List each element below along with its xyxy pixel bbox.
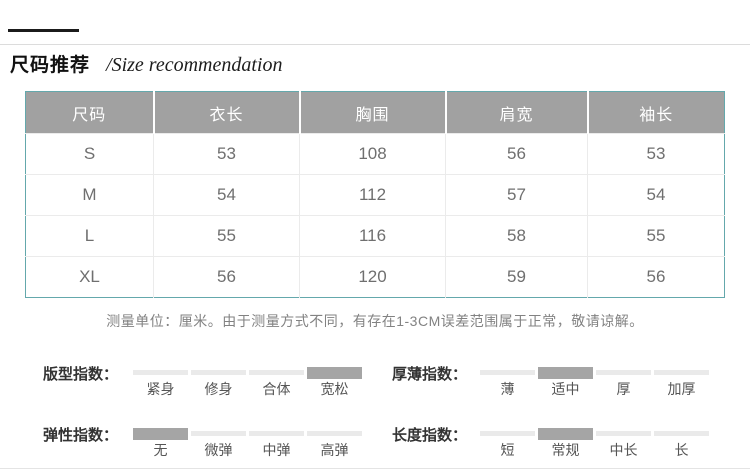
section-accent-rule bbox=[8, 29, 79, 32]
table-cell: 57 bbox=[445, 174, 588, 216]
section-divider-line bbox=[0, 44, 750, 45]
col-header-bust: 胸围 bbox=[299, 91, 447, 134]
table-cell: 56 bbox=[153, 256, 300, 298]
size-table-header-row: 尺码 衣长 胸围 肩宽 袖长 bbox=[25, 91, 725, 134]
index-bar bbox=[191, 370, 246, 375]
table-row: L 55 116 58 55 bbox=[25, 215, 725, 257]
length-index-label: 长度指数： bbox=[392, 427, 468, 444]
index-option-label: 微弹 bbox=[204, 442, 233, 458]
col-header-size: 尺码 bbox=[25, 91, 155, 134]
index-option-label: 长 bbox=[674, 442, 689, 458]
table-cell: S bbox=[25, 133, 154, 175]
table-cell: 56 bbox=[587, 256, 725, 298]
index-option: 薄 bbox=[480, 362, 535, 397]
bottom-divider-line bbox=[0, 468, 750, 469]
index-option: 宽松 bbox=[307, 362, 362, 397]
section-title-en: /Size recommendation bbox=[106, 54, 283, 76]
index-bar bbox=[538, 366, 593, 379]
index-bar bbox=[249, 370, 304, 375]
index-bar bbox=[538, 427, 593, 440]
index-option-label: 中弹 bbox=[262, 442, 291, 458]
index-option: 厚 bbox=[596, 362, 651, 397]
index-option: 长 bbox=[654, 423, 709, 458]
index-option-label: 加厚 bbox=[667, 381, 696, 397]
index-option-label: 无 bbox=[153, 442, 168, 458]
index-option-label: 修身 bbox=[204, 381, 233, 397]
index-bar bbox=[307, 366, 362, 379]
table-row: S 53 108 56 53 bbox=[25, 133, 725, 175]
table-cell: 55 bbox=[153, 215, 300, 257]
table-cell: M bbox=[25, 174, 154, 216]
index-option: 紧身 bbox=[133, 362, 188, 397]
col-header-sleeve: 袖长 bbox=[587, 91, 725, 134]
index-option: 适中 bbox=[538, 362, 593, 397]
elasticity-index-label: 弹性指数： bbox=[43, 427, 119, 444]
col-header-shoulder: 肩宽 bbox=[445, 91, 589, 134]
table-cell: 108 bbox=[299, 133, 446, 175]
index-option: 修身 bbox=[191, 362, 246, 397]
table-cell: 59 bbox=[445, 256, 588, 298]
table-cell: 58 bbox=[445, 215, 588, 257]
table-cell: 54 bbox=[587, 174, 725, 216]
index-bar bbox=[133, 370, 188, 375]
table-cell: L bbox=[25, 215, 154, 257]
index-option-label: 宽松 bbox=[320, 381, 349, 397]
index-bar bbox=[249, 431, 304, 436]
index-bar bbox=[191, 431, 246, 436]
index-option: 中弹 bbox=[249, 423, 304, 458]
fit-index: 版型指数： 紧身 修身 合体 宽松 bbox=[43, 362, 362, 397]
index-option: 短 bbox=[480, 423, 535, 458]
index-option-label: 合体 bbox=[262, 381, 291, 397]
index-option-label: 高弹 bbox=[320, 442, 349, 458]
table-cell: 56 bbox=[445, 133, 588, 175]
index-option: 高弹 bbox=[307, 423, 362, 458]
index-option-label: 中长 bbox=[609, 442, 638, 458]
table-row: XL 56 120 59 56 bbox=[25, 256, 725, 298]
index-option-label: 常规 bbox=[551, 442, 580, 458]
section-title-cn: 尺码推荐 bbox=[10, 55, 91, 76]
table-row: M 54 112 57 54 bbox=[25, 174, 725, 216]
thickness-index: 厚薄指数： 薄 适中 厚 加厚 bbox=[392, 362, 709, 397]
section-title: 尺码推荐 /Size recommendation bbox=[10, 50, 282, 77]
index-option: 无 bbox=[133, 423, 188, 458]
index-option-label: 薄 bbox=[500, 381, 515, 397]
index-bar bbox=[307, 431, 362, 436]
index-option: 微弹 bbox=[191, 423, 246, 458]
table-cell: 55 bbox=[587, 215, 725, 257]
table-cell: 116 bbox=[299, 215, 446, 257]
index-bar bbox=[596, 431, 651, 436]
index-option-label: 短 bbox=[500, 442, 515, 458]
index-option-label: 适中 bbox=[551, 381, 580, 397]
table-cell: 53 bbox=[587, 133, 725, 175]
thickness-index-label: 厚薄指数： bbox=[392, 366, 468, 383]
index-option: 常规 bbox=[538, 423, 593, 458]
index-option: 合体 bbox=[249, 362, 304, 397]
size-table: 尺码 衣长 胸围 肩宽 袖长 S 53 108 56 53 M 54 bbox=[25, 91, 725, 298]
table-cell: 120 bbox=[299, 256, 446, 298]
index-bar bbox=[654, 370, 709, 375]
index-bar bbox=[654, 431, 709, 436]
table-cell: 54 bbox=[153, 174, 300, 216]
table-cell: XL bbox=[25, 256, 154, 298]
index-bar bbox=[480, 431, 535, 436]
length-index: 长度指数： 短 常规 中长 长 bbox=[392, 423, 709, 458]
elasticity-index: 弹性指数： 无 微弹 中弹 高弹 bbox=[43, 423, 362, 458]
index-bar bbox=[133, 427, 188, 440]
index-bar bbox=[480, 370, 535, 375]
index-option: 加厚 bbox=[654, 362, 709, 397]
index-bar bbox=[596, 370, 651, 375]
measurement-note: 测量单位：厘米。由于测量方式不同，有存在1-3CM误差范围属于正常，敬请谅解。 bbox=[106, 313, 644, 329]
table-cell: 53 bbox=[153, 133, 300, 175]
index-option-label: 紧身 bbox=[146, 381, 175, 397]
index-option-label: 厚 bbox=[616, 381, 631, 397]
col-header-length: 衣长 bbox=[153, 91, 301, 134]
index-option: 中长 bbox=[596, 423, 651, 458]
table-cell: 112 bbox=[299, 174, 446, 216]
fit-index-label: 版型指数： bbox=[43, 366, 119, 383]
